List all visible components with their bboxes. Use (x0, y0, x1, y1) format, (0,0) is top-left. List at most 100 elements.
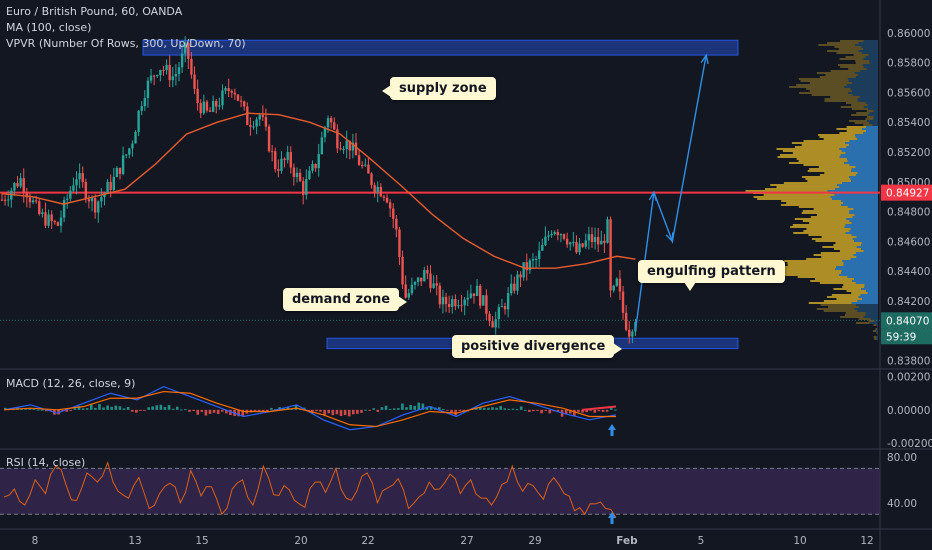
candle-up (320, 137, 324, 155)
vpvr-bar-up (856, 112, 870, 114)
vpvr-bar-down (839, 274, 878, 276)
vpvr-bar-down (847, 158, 878, 160)
price-tick-label: 0.85800 (887, 58, 930, 70)
vpvr-bar-up (796, 158, 848, 160)
vpvr-bar-up (831, 294, 861, 296)
vpvr-bar-down (856, 256, 878, 258)
candle-up (457, 305, 460, 307)
time-tick-label: 12 (860, 535, 873, 547)
resistance-price-tag: 0.84927 (886, 188, 929, 200)
macd-bar (73, 408, 77, 410)
candle-up (342, 149, 345, 151)
vpvr-bar-up (801, 144, 849, 146)
vpvr-bar-down (837, 184, 878, 186)
vpvr-bar-down (858, 50, 878, 52)
candle-down (152, 75, 156, 77)
vpvr-bar-down (842, 260, 878, 262)
macd-bar (581, 409, 584, 413)
vpvr-bar-up (874, 338, 877, 340)
candle-down (243, 101, 246, 107)
candle-up (510, 283, 513, 294)
vpvr-bar-down (855, 134, 878, 136)
macd-bar (429, 406, 433, 410)
vpvr-bar-down (856, 252, 878, 254)
vpvr-bar-down (868, 108, 878, 110)
vpvr-bar-up (811, 94, 853, 96)
vpvr-bar-down (861, 288, 878, 290)
vpvr-bar-up (797, 276, 848, 278)
vpvr-bar-up (821, 256, 857, 258)
symbol-title[interactable]: Euro / British Pound, 60, OANDA (6, 5, 183, 18)
vpvr-bar-down (864, 286, 878, 288)
vpvr-bar-up (809, 90, 853, 92)
macd-bar (491, 407, 494, 410)
macd-bar (44, 409, 48, 412)
candle-up (121, 155, 125, 174)
candle-down (404, 284, 407, 298)
macd-bar (331, 409, 335, 416)
macd-bar (442, 408, 445, 410)
macd-bar (364, 409, 367, 411)
candle-down (277, 169, 280, 171)
vpvr-bar-down (864, 284, 878, 286)
vpvr-bar-down (869, 322, 878, 324)
vpvr-bar-up (793, 232, 846, 234)
vpvr-bar-down (863, 58, 878, 60)
vpvr-bar-up (840, 40, 864, 42)
macd-bar (528, 409, 531, 412)
vpvr-bar-up (802, 210, 850, 212)
vpvr-bar-up (838, 48, 864, 50)
vpvr-bar-up (794, 218, 847, 220)
vpvr-bar-down (845, 232, 878, 234)
vpvr-bar-down (855, 44, 878, 46)
rsi-legend[interactable]: RSI (14, close) (6, 456, 86, 469)
macd-bar (188, 409, 191, 412)
macd-legend[interactable]: MACD (12, 26, close, 9) (6, 377, 136, 390)
vpvr-bar-up (787, 262, 844, 264)
vpvr-bar-up (830, 70, 861, 72)
candle-up (516, 274, 519, 291)
macd-bar (77, 406, 81, 410)
vpvr-bar-down (856, 236, 878, 238)
candle-up (305, 178, 308, 195)
vpvr-bar-down (843, 202, 878, 204)
candle-up (62, 199, 66, 218)
candle-up (547, 235, 550, 237)
candle-down (373, 185, 376, 193)
macd-bar (61, 409, 64, 411)
macd-bar (135, 409, 138, 413)
vpvr-bar-up (819, 282, 856, 284)
candle-down (28, 197, 32, 203)
macd-bar (401, 403, 404, 410)
macd-bar (261, 409, 265, 411)
candle-down (215, 100, 218, 107)
vpvr-bar-up (825, 74, 859, 76)
macd-bar (315, 409, 318, 412)
candle-down (274, 151, 277, 170)
vpvr-bar-up (782, 150, 842, 152)
vpvr-bar-down (863, 48, 878, 50)
candle-down (34, 200, 38, 202)
macd-bar (220, 409, 224, 412)
candle-down (398, 229, 401, 257)
macd-bar (487, 407, 490, 410)
candle-up (323, 127, 327, 138)
macd-bar (171, 408, 175, 410)
macd-bar (413, 405, 416, 410)
candle-up (156, 75, 159, 77)
candle-up (432, 283, 435, 288)
macd-bar (323, 409, 326, 416)
candle-up (211, 100, 215, 112)
ma-indicator-label[interactable]: MA (100, close) (6, 21, 92, 34)
macd-bar (523, 409, 527, 411)
vpvr-bar-down (862, 128, 878, 130)
vpvr-bar-up (836, 52, 863, 54)
vpvr-bar-down (857, 310, 878, 312)
candle-down (289, 152, 292, 168)
vpvr-indicator-label[interactable]: VPVR (Number Of Rows, 300, Up/Down, 70) (6, 37, 246, 50)
vpvr-bar-up (851, 104, 868, 106)
vpvr-bar-down (854, 214, 878, 216)
vpvr-bar-down (848, 92, 878, 94)
vpvr-bar-up (813, 254, 854, 256)
candle-up (326, 118, 330, 128)
